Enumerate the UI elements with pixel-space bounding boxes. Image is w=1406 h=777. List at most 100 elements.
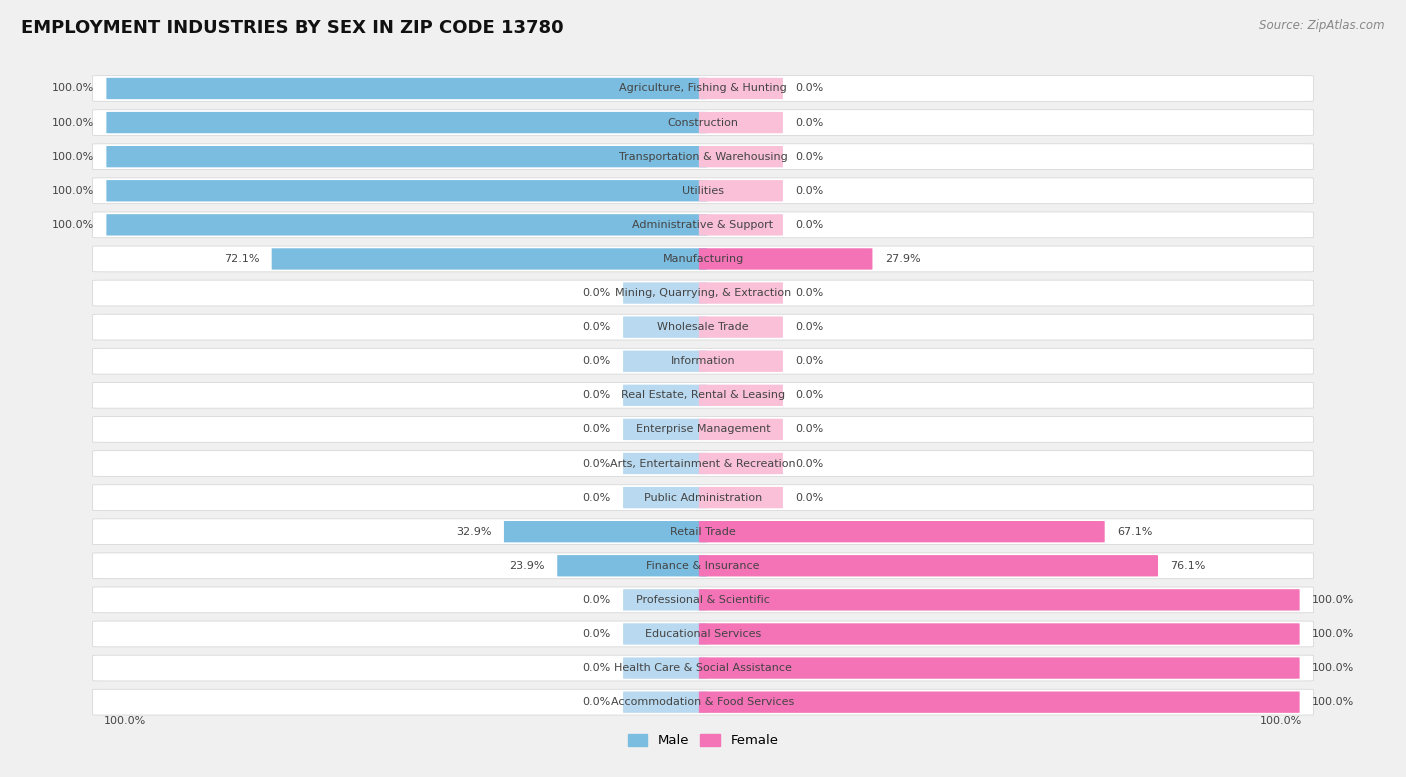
Text: Wholesale Trade: Wholesale Trade	[657, 322, 749, 332]
Text: 0.0%: 0.0%	[796, 322, 824, 332]
Text: 0.0%: 0.0%	[582, 697, 610, 707]
FancyBboxPatch shape	[699, 249, 873, 270]
Text: 100.0%: 100.0%	[52, 152, 94, 162]
FancyBboxPatch shape	[93, 416, 1313, 442]
Text: 0.0%: 0.0%	[582, 458, 610, 469]
FancyBboxPatch shape	[93, 655, 1313, 681]
FancyBboxPatch shape	[107, 180, 707, 201]
Text: 0.0%: 0.0%	[582, 493, 610, 503]
Text: 0.0%: 0.0%	[796, 83, 824, 93]
Text: 0.0%: 0.0%	[796, 220, 824, 230]
Text: 0.0%: 0.0%	[796, 288, 824, 298]
Text: 100.0%: 100.0%	[1260, 716, 1302, 726]
Text: 100.0%: 100.0%	[1312, 595, 1354, 605]
Text: 0.0%: 0.0%	[582, 424, 610, 434]
FancyBboxPatch shape	[623, 419, 707, 440]
FancyBboxPatch shape	[93, 246, 1313, 272]
FancyBboxPatch shape	[93, 75, 1313, 101]
FancyBboxPatch shape	[93, 553, 1313, 579]
Text: 0.0%: 0.0%	[582, 288, 610, 298]
Text: 0.0%: 0.0%	[796, 458, 824, 469]
Text: 0.0%: 0.0%	[796, 117, 824, 127]
FancyBboxPatch shape	[699, 146, 783, 167]
Text: Mining, Quarrying, & Extraction: Mining, Quarrying, & Extraction	[614, 288, 792, 298]
FancyBboxPatch shape	[271, 249, 707, 270]
Text: 0.0%: 0.0%	[582, 322, 610, 332]
Legend: Male, Female: Male, Female	[623, 729, 783, 753]
Text: 0.0%: 0.0%	[582, 356, 610, 366]
Text: Source: ZipAtlas.com: Source: ZipAtlas.com	[1260, 19, 1385, 33]
Text: Construction: Construction	[668, 117, 738, 127]
Text: Utilities: Utilities	[682, 186, 724, 196]
Text: Finance & Insurance: Finance & Insurance	[647, 561, 759, 571]
FancyBboxPatch shape	[699, 282, 783, 304]
Text: 0.0%: 0.0%	[582, 663, 610, 673]
Text: 0.0%: 0.0%	[796, 356, 824, 366]
FancyBboxPatch shape	[623, 350, 707, 372]
Text: Enterprise Management: Enterprise Management	[636, 424, 770, 434]
Text: 0.0%: 0.0%	[796, 152, 824, 162]
FancyBboxPatch shape	[93, 144, 1313, 169]
Text: 100.0%: 100.0%	[1312, 697, 1354, 707]
FancyBboxPatch shape	[623, 692, 707, 713]
FancyBboxPatch shape	[699, 453, 783, 474]
Text: Health Care & Social Assistance: Health Care & Social Assistance	[614, 663, 792, 673]
FancyBboxPatch shape	[623, 453, 707, 474]
Text: 100.0%: 100.0%	[52, 83, 94, 93]
FancyBboxPatch shape	[699, 657, 1299, 679]
Text: 0.0%: 0.0%	[582, 595, 610, 605]
FancyBboxPatch shape	[503, 521, 707, 542]
FancyBboxPatch shape	[107, 214, 707, 235]
FancyBboxPatch shape	[107, 78, 707, 99]
FancyBboxPatch shape	[107, 146, 707, 167]
FancyBboxPatch shape	[699, 385, 783, 406]
Text: Agriculture, Fishing & Hunting: Agriculture, Fishing & Hunting	[619, 83, 787, 93]
FancyBboxPatch shape	[623, 282, 707, 304]
Text: 67.1%: 67.1%	[1118, 527, 1153, 537]
Text: 76.1%: 76.1%	[1170, 561, 1206, 571]
Text: 100.0%: 100.0%	[1312, 663, 1354, 673]
FancyBboxPatch shape	[623, 589, 707, 611]
FancyBboxPatch shape	[699, 623, 1299, 645]
Text: Arts, Entertainment & Recreation: Arts, Entertainment & Recreation	[610, 458, 796, 469]
Text: Transportation & Warehousing: Transportation & Warehousing	[619, 152, 787, 162]
Text: 0.0%: 0.0%	[796, 186, 824, 196]
FancyBboxPatch shape	[93, 382, 1313, 408]
FancyBboxPatch shape	[623, 487, 707, 508]
FancyBboxPatch shape	[699, 112, 783, 133]
Text: 0.0%: 0.0%	[582, 629, 610, 639]
Text: 100.0%: 100.0%	[104, 716, 146, 726]
FancyBboxPatch shape	[699, 692, 1299, 713]
Text: 23.9%: 23.9%	[509, 561, 546, 571]
Text: 100.0%: 100.0%	[52, 117, 94, 127]
Text: 27.9%: 27.9%	[884, 254, 921, 264]
FancyBboxPatch shape	[699, 78, 783, 99]
FancyBboxPatch shape	[699, 487, 783, 508]
Text: Real Estate, Rental & Leasing: Real Estate, Rental & Leasing	[621, 390, 785, 400]
FancyBboxPatch shape	[93, 485, 1313, 510]
FancyBboxPatch shape	[93, 451, 1313, 476]
Text: 100.0%: 100.0%	[52, 220, 94, 230]
Text: Professional & Scientific: Professional & Scientific	[636, 595, 770, 605]
Text: Manufacturing: Manufacturing	[662, 254, 744, 264]
Text: 0.0%: 0.0%	[582, 390, 610, 400]
Text: 32.9%: 32.9%	[456, 527, 492, 537]
FancyBboxPatch shape	[107, 112, 707, 133]
Text: 0.0%: 0.0%	[796, 493, 824, 503]
FancyBboxPatch shape	[623, 657, 707, 679]
Text: Retail Trade: Retail Trade	[671, 527, 735, 537]
FancyBboxPatch shape	[93, 621, 1313, 647]
FancyBboxPatch shape	[699, 419, 783, 440]
FancyBboxPatch shape	[699, 555, 1159, 577]
FancyBboxPatch shape	[93, 110, 1313, 135]
FancyBboxPatch shape	[93, 314, 1313, 340]
FancyBboxPatch shape	[699, 180, 783, 201]
FancyBboxPatch shape	[623, 316, 707, 338]
FancyBboxPatch shape	[623, 385, 707, 406]
Text: EMPLOYMENT INDUSTRIES BY SEX IN ZIP CODE 13780: EMPLOYMENT INDUSTRIES BY SEX IN ZIP CODE…	[21, 19, 564, 37]
Text: Accommodation & Food Services: Accommodation & Food Services	[612, 697, 794, 707]
FancyBboxPatch shape	[93, 212, 1313, 238]
FancyBboxPatch shape	[93, 689, 1313, 715]
FancyBboxPatch shape	[699, 521, 1105, 542]
FancyBboxPatch shape	[699, 589, 1299, 611]
